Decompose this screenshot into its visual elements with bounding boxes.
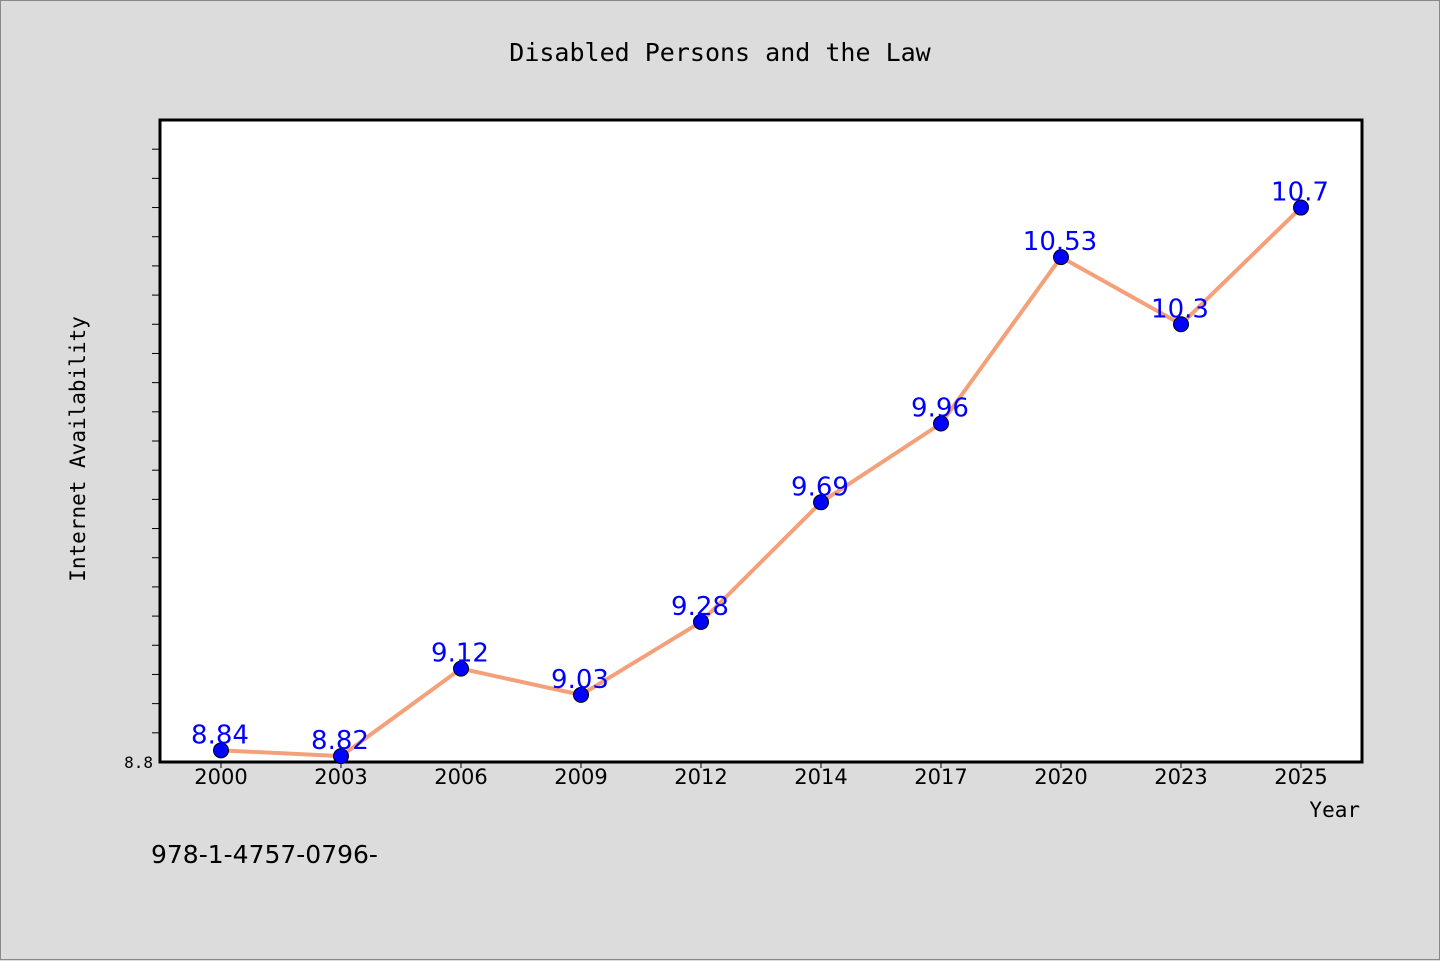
y-axis-label: Internet Availability: [66, 316, 90, 582]
plot-area: [158, 118, 1364, 764]
data-point-marker: [933, 415, 949, 432]
data-label: 9.28: [671, 592, 729, 622]
data-label: 8.82: [311, 726, 369, 756]
x-axis-tick-label: 2023: [1154, 765, 1207, 789]
data-label: 10.7: [1271, 178, 1329, 208]
data-label: 9.96: [911, 393, 969, 423]
data-point-marker: [333, 748, 349, 765]
x-axis-tick-label: 2009: [554, 765, 607, 789]
data-label: 10.53: [1023, 227, 1097, 257]
data-label: 9.12: [431, 639, 489, 669]
x-axis-tick-label: 2025: [1274, 765, 1327, 789]
data-point-marker: [813, 494, 829, 511]
series-line: [219, 205, 1303, 759]
series-line-group: 8.84 8.82 9.12 9.03 9.28 9.69 9.96 10.53 10.3 10.…: [191, 178, 1329, 765]
data-point-marker: [213, 742, 229, 759]
x-axis-tick-label: 2017: [914, 765, 967, 789]
chart-title: Disabled Persons and the Law: [509, 38, 931, 67]
x-axis-tick-label: 2000: [194, 765, 247, 789]
data-label: 9.03: [551, 665, 609, 695]
data-label: 10.3: [1151, 294, 1209, 324]
footer-text: 978-1-4757-0796-: [151, 840, 378, 869]
data-label: 8.84: [191, 720, 249, 750]
data-point-marker: [573, 686, 589, 703]
y-axis-ticks: 8.8: [124, 148, 160, 772]
data-label: 9.69: [791, 472, 849, 502]
x-axis-ticks: 2000 2003 2006 2009 2012 2014 2017 2020 2023 2025: [194, 762, 1328, 789]
data-point-marker: [1293, 199, 1309, 216]
x-axis-tick-label: 2012: [674, 765, 727, 789]
data-point-marker: [693, 613, 709, 630]
data-point-marker: [1053, 249, 1069, 266]
x-axis-tick-label: 2006: [434, 765, 487, 789]
x-axis-label: Year: [1309, 798, 1360, 822]
data-point-marker: [1173, 316, 1189, 333]
y-axis-tick-label: 8.8: [124, 753, 153, 772]
x-axis-tick-label: 2014: [794, 765, 847, 789]
x-axis-tick-label: 2020: [1034, 765, 1087, 789]
x-axis-tick-label: 2003: [314, 765, 367, 789]
data-point-marker: [453, 660, 469, 677]
